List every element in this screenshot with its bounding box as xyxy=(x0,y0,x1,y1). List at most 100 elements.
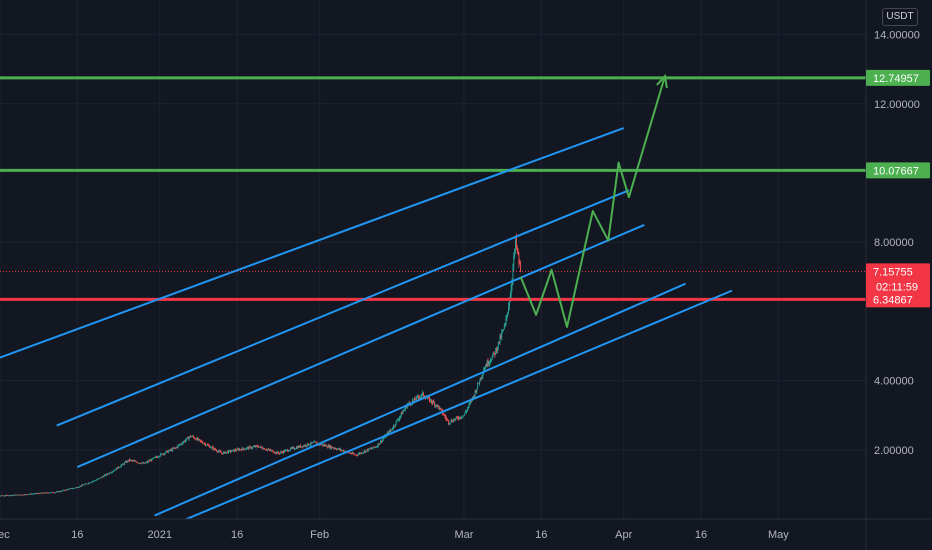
candle-body xyxy=(145,462,147,464)
candle-body xyxy=(454,418,456,420)
candle-body xyxy=(343,450,345,452)
candle-body xyxy=(429,397,430,402)
time-tick-label: Dec xyxy=(0,529,10,541)
candle-body xyxy=(340,449,342,451)
candle-body xyxy=(106,473,108,475)
candle-body xyxy=(149,460,150,462)
price-tag xyxy=(866,263,930,296)
candle-body xyxy=(382,438,384,440)
candle-body xyxy=(162,453,164,455)
candle-body xyxy=(118,466,119,468)
candle-body xyxy=(284,450,286,452)
candle-body xyxy=(65,489,67,491)
candle-body xyxy=(479,377,481,383)
candle-body xyxy=(78,486,80,488)
candle-body xyxy=(462,415,464,418)
candle-body xyxy=(500,336,502,338)
candle-body xyxy=(249,446,251,448)
candle-body xyxy=(412,400,414,402)
candle-body xyxy=(224,451,226,454)
candle-body xyxy=(365,450,367,453)
candle-body xyxy=(329,445,331,448)
candle-body xyxy=(332,447,334,449)
candle-body xyxy=(241,449,242,451)
candle-body xyxy=(356,454,357,456)
candle-body xyxy=(292,447,294,449)
candle-body xyxy=(102,476,104,478)
candle-body xyxy=(422,392,424,394)
candle-body xyxy=(33,493,35,495)
candle-body xyxy=(256,445,258,447)
currency-badge[interactable]: USDT xyxy=(882,8,918,26)
candle-body xyxy=(173,448,174,449)
candle-body xyxy=(41,493,43,494)
candle-body xyxy=(338,448,340,450)
candle-body xyxy=(280,451,282,453)
candle-body xyxy=(128,459,130,462)
candle-body xyxy=(350,453,352,455)
candle-body xyxy=(379,443,381,445)
candle-body xyxy=(259,446,261,448)
candle-body xyxy=(492,352,494,356)
candle-body xyxy=(46,492,48,494)
candle-body xyxy=(72,488,74,489)
candle-body xyxy=(158,456,160,458)
candle-body xyxy=(298,446,300,448)
candle-body xyxy=(324,444,326,446)
candle-body xyxy=(448,423,450,425)
candle-body xyxy=(290,448,292,449)
candle-body xyxy=(295,448,296,450)
candle-body xyxy=(13,494,15,496)
candle-body xyxy=(320,443,321,445)
candle-body xyxy=(174,447,176,449)
candle-body xyxy=(392,428,394,430)
candle-body xyxy=(70,488,72,490)
candle-body xyxy=(220,451,222,453)
candle-body xyxy=(179,444,180,446)
candle-body xyxy=(35,493,37,495)
candle-body xyxy=(497,341,499,348)
candle-body xyxy=(466,408,468,411)
candle-body xyxy=(19,494,21,496)
candle-body xyxy=(120,465,122,467)
candle-body xyxy=(253,446,254,448)
candle-body xyxy=(57,491,58,493)
candle-body xyxy=(207,444,209,446)
candle-body xyxy=(20,494,22,496)
level-layer xyxy=(0,76,866,301)
candle-body xyxy=(302,446,303,448)
candle-body xyxy=(461,417,463,419)
candle-body xyxy=(171,449,173,451)
candle-body xyxy=(293,447,295,449)
candle-body xyxy=(156,456,158,458)
candle-body xyxy=(491,359,492,361)
candle-body xyxy=(192,436,193,437)
candle-body xyxy=(210,447,211,449)
candle-body xyxy=(214,448,216,450)
candle-body xyxy=(216,451,218,453)
candle-body xyxy=(405,406,407,409)
candle-body xyxy=(366,449,368,451)
candle-body xyxy=(194,438,196,440)
candle-body xyxy=(134,460,136,462)
candle-body xyxy=(150,459,152,461)
candle-body xyxy=(136,461,138,463)
candle-body xyxy=(448,420,449,424)
candle-body xyxy=(272,450,274,453)
price-tag-label: 7.15755 xyxy=(873,266,913,278)
candle-body xyxy=(477,383,479,389)
candle-body xyxy=(5,495,7,496)
candle-body xyxy=(476,388,478,393)
candle-body xyxy=(223,451,225,453)
candle-body xyxy=(316,442,318,445)
time-tick-label: Apr xyxy=(615,529,632,541)
candle-body xyxy=(215,449,217,451)
candle-body xyxy=(244,449,246,450)
candle-body xyxy=(140,463,142,465)
candle-body xyxy=(201,441,203,443)
candle-body xyxy=(27,494,28,496)
candle-body xyxy=(80,485,82,487)
